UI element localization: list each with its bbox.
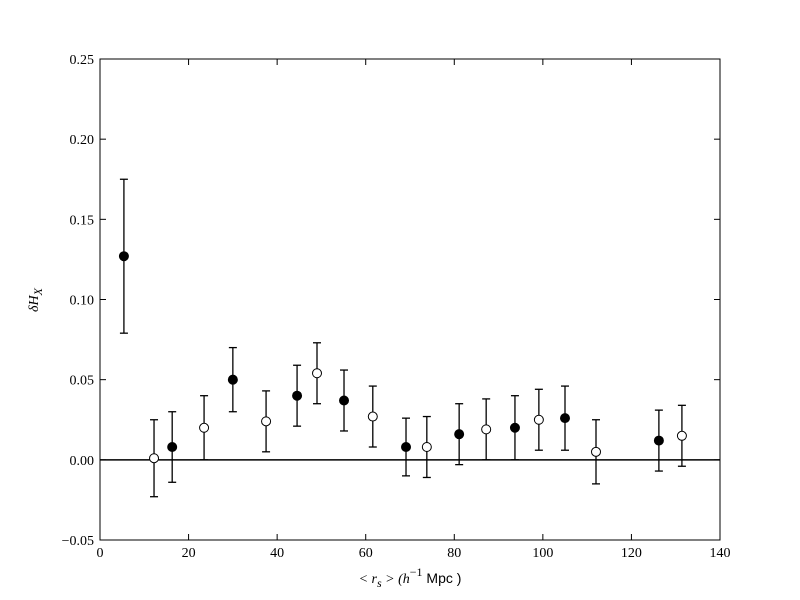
data-point	[261, 416, 272, 427]
x-label-part: Mpc )	[423, 570, 462, 586]
y-tick-label: 0.00	[70, 454, 95, 469]
data-point	[312, 368, 322, 379]
data-point	[591, 446, 601, 457]
data-point	[653, 435, 664, 446]
y-tick-label: 0.05	[70, 374, 95, 389]
y-label-main: δH	[27, 294, 42, 312]
plot-frame	[99, 58, 721, 541]
y-axis-label: δHX	[27, 287, 45, 312]
x-tick-label: 100	[532, 546, 553, 561]
y-tick-label: 0.20	[70, 133, 95, 148]
data-point	[292, 390, 303, 401]
data-point	[454, 429, 465, 440]
data-point	[118, 251, 129, 262]
x-tick-label: 20	[182, 546, 196, 561]
data-point	[149, 453, 160, 464]
data-point	[367, 411, 378, 422]
data-point	[676, 430, 687, 441]
x-label-sub: s	[377, 576, 382, 590]
y-tick-label: 0.10	[70, 294, 95, 309]
data-point	[560, 413, 570, 424]
data-point	[227, 374, 238, 385]
data-point	[421, 442, 432, 453]
x-label-part: < r	[359, 572, 378, 587]
y-tick-label: 0.25	[70, 53, 95, 68]
data-point	[481, 424, 492, 435]
data-point	[509, 422, 520, 433]
x-tick-label: 120	[621, 546, 642, 561]
data-point	[339, 395, 350, 406]
y-label-sub: X	[31, 287, 45, 296]
x-tick-label: 80	[447, 546, 461, 561]
x-tick-label: 60	[359, 546, 373, 561]
data-point	[199, 422, 210, 433]
x-axis-label: < rs > (h−1 Mpc )	[359, 565, 462, 590]
x-label-part: > (h	[382, 572, 410, 587]
x-label-sup: −1	[410, 565, 423, 579]
x-tick-label: 140	[710, 546, 731, 561]
data-point	[401, 442, 412, 453]
data-point	[167, 442, 178, 453]
x-tick-label: 40	[270, 546, 284, 561]
y-tick-label: 0.15	[70, 213, 95, 228]
y-tick-label: −0.05	[62, 534, 94, 549]
data-point	[533, 414, 544, 425]
x-tick-label: 0	[97, 546, 104, 561]
